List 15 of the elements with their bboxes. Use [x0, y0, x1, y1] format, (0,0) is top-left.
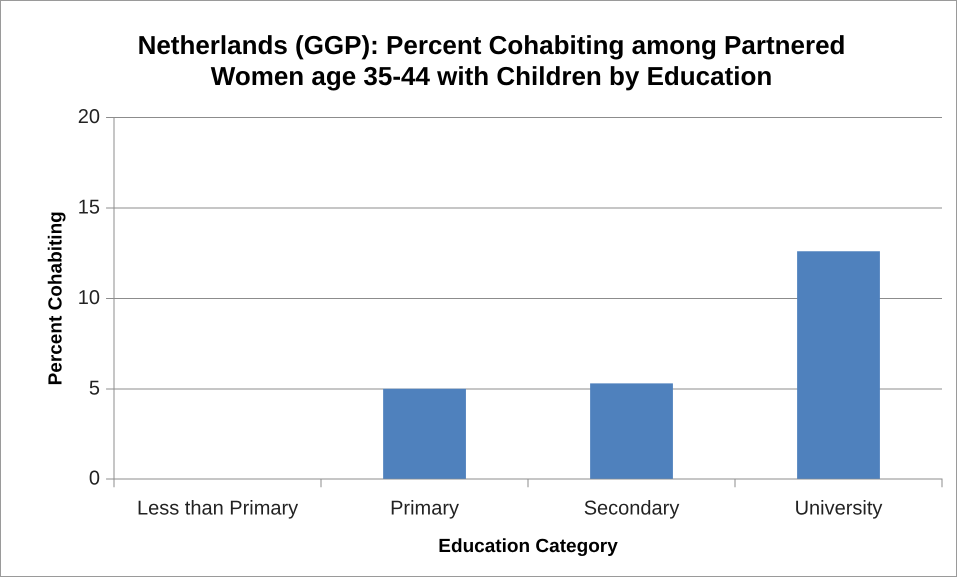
x-tick-label: University: [794, 498, 882, 520]
y-tick-label: 15: [78, 196, 100, 218]
x-tick-label: Less than Primary: [136, 498, 298, 520]
x-axis-title: Education Category: [438, 536, 618, 557]
y-tick-label: 20: [78, 106, 100, 128]
bar: [797, 251, 880, 479]
y-tick-label: 5: [88, 377, 100, 400]
x-tick-label: Primary: [390, 498, 459, 520]
bar: [590, 383, 673, 479]
x-tick-label: Secondary: [584, 498, 680, 520]
y-tick-label: 0: [88, 468, 100, 490]
y-tick-label: 10: [78, 286, 100, 309]
chart-title: Netherlands (GGP): Percent Cohabiting among Partnered Women age 35-44 with Children by Education: [138, 30, 846, 91]
y-axis-title: Percent Cohabiting: [46, 211, 67, 386]
bar: [383, 388, 466, 479]
